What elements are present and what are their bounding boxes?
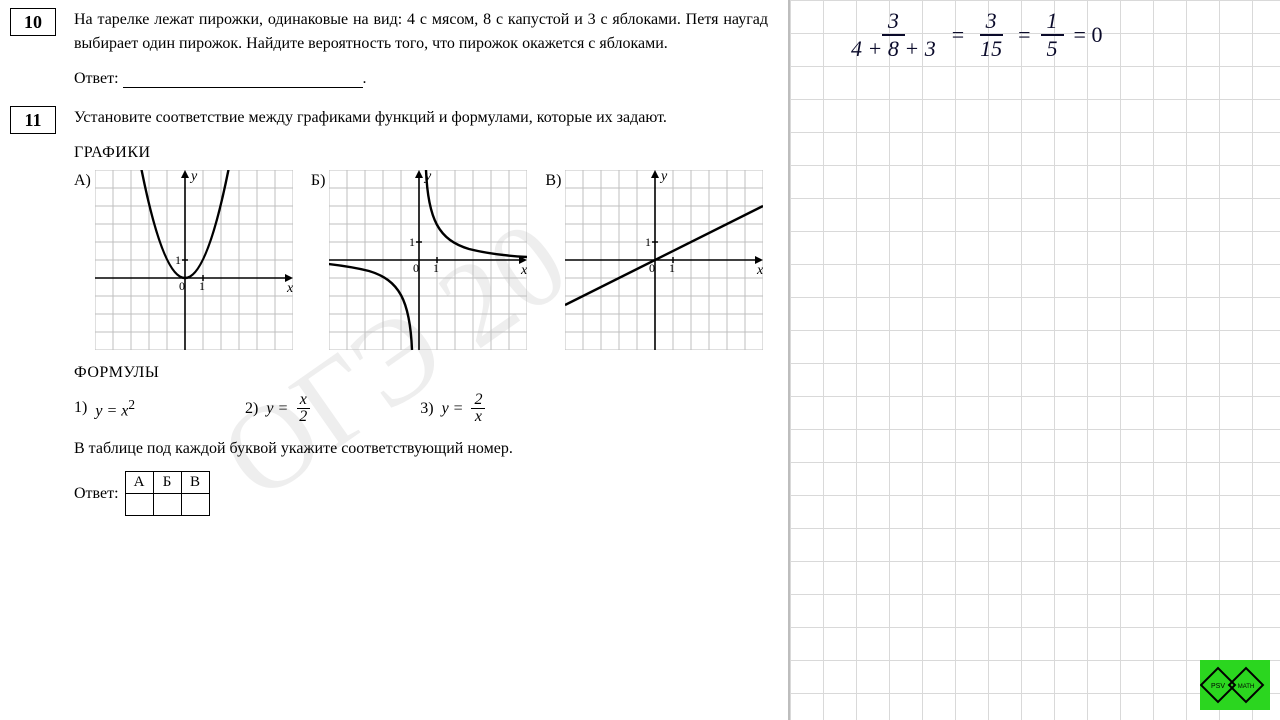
svg-text:1: 1 xyxy=(409,235,415,249)
hw-eq3: = 0 xyxy=(1074,22,1103,48)
table-note: В таблице под каждой буквой укажите соот… xyxy=(74,437,768,461)
hw-frac3-bot: 5 xyxy=(1041,36,1064,60)
answer-cell-a[interactable] xyxy=(125,494,153,516)
svg-text:1: 1 xyxy=(433,261,439,275)
formula-2-top: x xyxy=(297,392,310,409)
graph-b-hyperbola: 0 1 1 x y xyxy=(329,170,527,350)
logo-text-2: MATH xyxy=(1238,684,1255,690)
answer-header-b: Б xyxy=(153,472,181,494)
handwritten-solution: 3 4 + 8 + 3 = 3 15 = 1 5 = 0 xyxy=(845,10,1102,60)
svg-text:0: 0 xyxy=(413,261,419,275)
answer-label-11: Ответ: xyxy=(74,485,119,503)
svg-text:1: 1 xyxy=(669,261,675,275)
logo-text-1: PSV xyxy=(1211,683,1225,690)
svg-text:1: 1 xyxy=(199,279,205,293)
graph-a-parabola: 0 1 1 x y xyxy=(95,170,293,350)
svg-text:1: 1 xyxy=(645,235,651,249)
graphs-heading: ГРАФИКИ xyxy=(74,144,768,162)
answer-cell-b[interactable] xyxy=(153,494,181,516)
hw-frac3-top: 1 xyxy=(1041,10,1064,36)
formula-3-top: 2 xyxy=(471,392,485,409)
graph-label-a: А) xyxy=(74,172,91,350)
problem-number-10: 10 xyxy=(10,8,56,36)
answer-cell-c[interactable] xyxy=(181,494,209,516)
problem-11: 11 Установите соответствие между графика… xyxy=(10,106,768,516)
hw-frac2-top: 3 xyxy=(980,10,1003,36)
svg-text:x: x xyxy=(756,263,763,278)
formula-1-num: 1) xyxy=(74,399,87,417)
answer-table: А Б В xyxy=(125,471,210,516)
svg-text:y: y xyxy=(423,170,432,184)
formula-3: 3) y = 2 x xyxy=(420,392,485,425)
formula-2-num: 2) xyxy=(245,400,258,418)
hw-frac2-bot: 15 xyxy=(974,36,1008,60)
problem-10: 10 На тарелке лежат пирожки, одинаковые … xyxy=(10,8,768,88)
hw-frac1-top: 3 xyxy=(882,10,905,36)
formulas-heading: ФОРМУЛЫ xyxy=(74,364,768,382)
formula-2-frac: x 2 xyxy=(296,392,310,425)
formula-2-bot: 2 xyxy=(296,409,310,425)
formulas-row: 1) y = x2 2) y = x 2 xyxy=(74,392,768,425)
svg-text:1: 1 xyxy=(175,253,181,267)
graphs-row: А) xyxy=(74,170,768,350)
problem-number-11: 11 xyxy=(10,106,56,134)
hw-frac1-bot: 4 + 8 + 3 xyxy=(845,36,942,60)
formula-3-frac: 2 x xyxy=(471,392,485,425)
channel-logo: PSV MATH xyxy=(1200,660,1270,710)
svg-text:x: x xyxy=(286,281,293,296)
answer-dot: . xyxy=(363,70,367,87)
graph-c-line: 0 1 1 x y xyxy=(565,170,763,350)
formula-1: 1) y = x2 xyxy=(74,397,135,420)
formula-2: 2) y = x 2 xyxy=(245,392,310,425)
notebook-area: 3 4 + 8 + 3 = 3 15 = 1 5 = 0 xyxy=(790,0,1280,720)
svg-text:y: y xyxy=(659,170,668,184)
hw-eq1: = xyxy=(952,22,964,48)
problem-11-text: Установите соответствие между графиками … xyxy=(74,106,768,130)
answer-header-a: А xyxy=(125,472,153,494)
answer-blank-10[interactable] xyxy=(123,70,363,88)
svg-text:y: y xyxy=(189,170,198,184)
svg-text:0: 0 xyxy=(649,261,655,275)
graph-label-c: В) xyxy=(545,172,561,350)
formula-1-expr: y = x2 xyxy=(95,397,135,420)
formula-2-y: y = xyxy=(266,400,288,418)
formula-3-num: 3) xyxy=(420,400,433,418)
hw-eq2: = xyxy=(1018,22,1030,48)
svg-text:0: 0 xyxy=(179,279,185,293)
answer-label-10: Ответ: xyxy=(74,70,119,87)
graph-label-b: Б) xyxy=(311,172,326,350)
answer-header-c: В xyxy=(181,472,209,494)
problem-10-text: На тарелке лежат пирожки, одинаковые на … xyxy=(74,8,768,56)
formula-3-bot: x xyxy=(472,409,485,425)
formula-3-y: y = xyxy=(442,400,464,418)
svg-text:x: x xyxy=(520,263,527,278)
